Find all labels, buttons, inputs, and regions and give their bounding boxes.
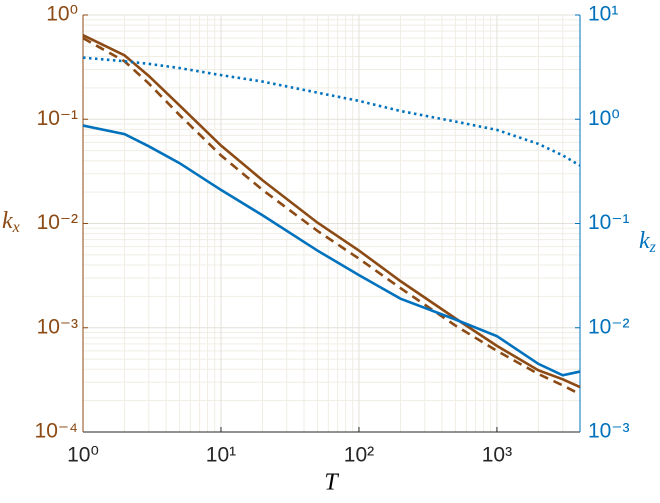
y2-tick-label: 10⁻¹ — [588, 211, 629, 234]
y2-tick-label: 10⁻³ — [588, 420, 629, 443]
y-tick-label: 10⁻⁴ — [35, 420, 78, 443]
y2-tick-label: 10⁰ — [588, 107, 620, 130]
y-tick-label: 10⁻² — [37, 211, 78, 234]
x-tick-label: 10¹ — [206, 444, 236, 467]
series-line — [82, 124, 581, 377]
x-tick-label: 10² — [344, 444, 374, 467]
y-tick-label: 10⁻³ — [37, 315, 78, 338]
series-line — [82, 56, 581, 167]
y-label-base: k — [2, 208, 13, 234]
y-axis-label: kx — [2, 208, 20, 236]
x-tick-label: 10³ — [482, 444, 512, 467]
y2-label-base: k — [639, 228, 650, 254]
y2-label-sub: z — [649, 239, 657, 256]
y-tick-label: 10⁰ — [46, 3, 78, 26]
y2-tick-label: 10¹ — [588, 3, 618, 26]
series-line — [82, 36, 581, 396]
y-tick-label: 10⁻¹ — [37, 107, 78, 130]
y2-tick-label: 10⁻² — [588, 315, 629, 338]
series-line — [82, 34, 581, 389]
x-tick-label: 10⁰ — [67, 444, 99, 467]
y-label-sub: x — [12, 219, 20, 236]
x-axis-label: T — [324, 470, 339, 496]
y2-axis-label: kz — [639, 228, 657, 256]
